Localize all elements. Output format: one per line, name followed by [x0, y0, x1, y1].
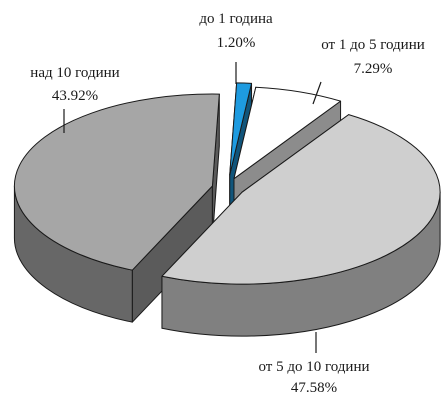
- slice-value-5-to-10-years: 47.58%: [291, 380, 337, 396]
- slice-value-up-to-1-year: 1.20%: [217, 35, 256, 51]
- slice-label-up-to-1-year: до 1 година: [199, 11, 273, 27]
- slice-over-10-years: [13, 93, 220, 323]
- leader-line-1-to-5-years: [312, 81, 322, 105]
- pie-labels: до 1 година 1.20% от 1 до 5 години 7.29%…: [30, 11, 424, 396]
- slice-label-over-10-years: над 10 години: [30, 65, 119, 81]
- slice-value-over-10-years: 43.92%: [52, 88, 98, 104]
- slice-value-1-to-5-years: 7.29%: [354, 61, 393, 77]
- slice-5-to-10-years: [161, 114, 441, 337]
- slice-label-5-to-10-years: от 5 до 10 години: [258, 359, 369, 375]
- pie-slices: [13, 82, 441, 337]
- slice-label-1-to-5-years: от 1 до 5 години: [321, 37, 425, 53]
